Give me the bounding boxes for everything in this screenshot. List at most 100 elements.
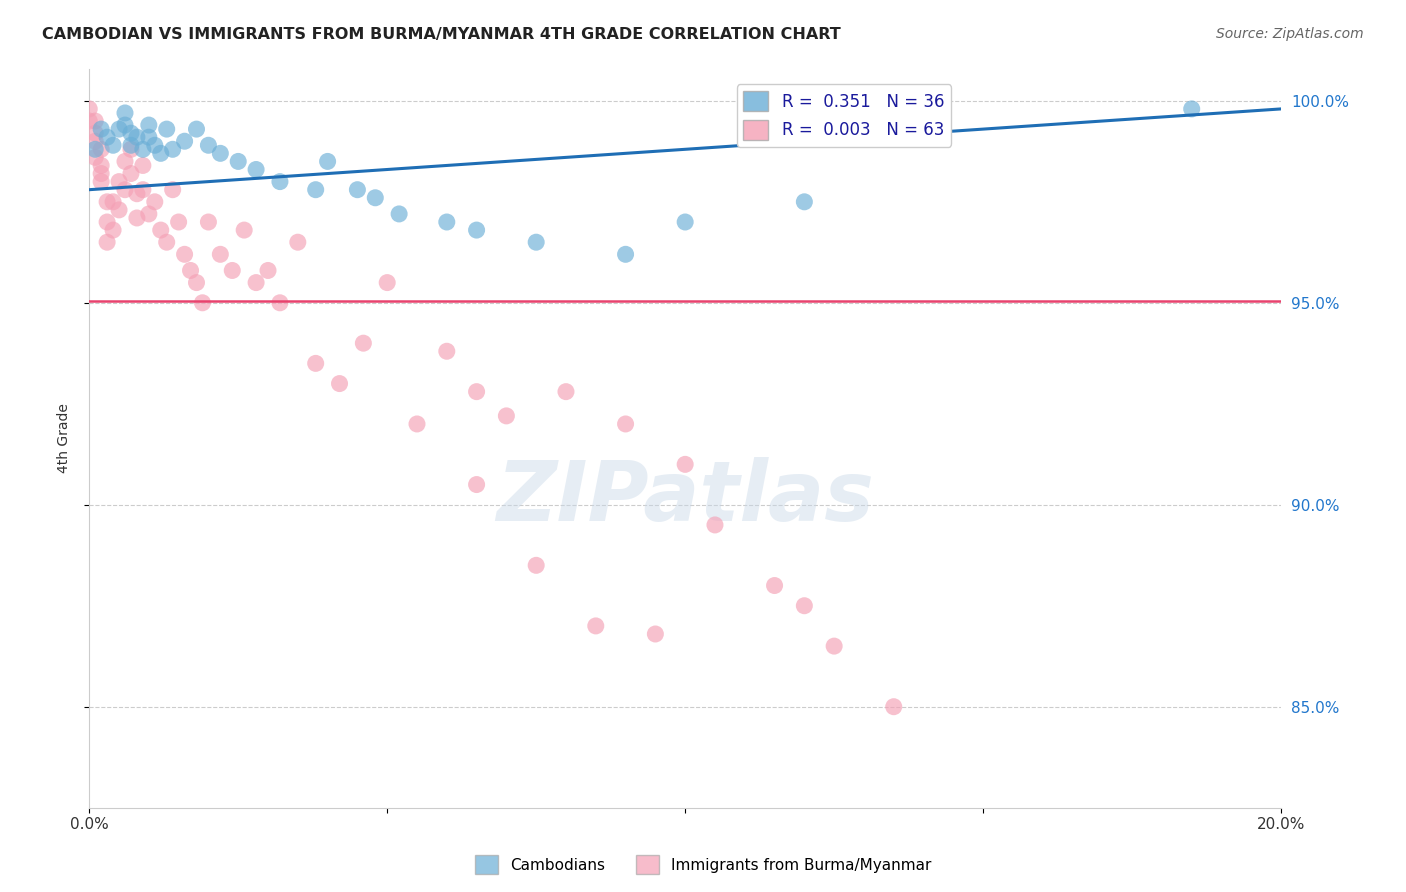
Point: [132, 142, 155, 156]
Point: [143, 194, 166, 209]
Point: [162, 142, 184, 156]
Text: CAMBODIAN VS IMMIGRANTS FROM BURMA/MYANMAR 4TH GRADE CORRELATION CHART: CAMBODIAN VS IMMIGRANTS FROM BURMA/MYANM…: [42, 27, 841, 42]
Point: [120, 138, 142, 153]
Point: [793, 194, 815, 209]
Legend: Cambodians, Immigrants from Burma/Myanmar: Cambodians, Immigrants from Burma/Myanma…: [468, 849, 938, 880]
Point: [316, 154, 339, 169]
Point: [352, 336, 374, 351]
Point: [233, 223, 256, 237]
Point: [125, 186, 148, 201]
Point: [149, 146, 172, 161]
Point: [90, 158, 112, 172]
Point: [346, 183, 368, 197]
Point: [287, 235, 309, 250]
Point: [84, 134, 107, 148]
Point: [101, 194, 124, 209]
Point: [84, 150, 107, 164]
Point: [1181, 102, 1204, 116]
Point: [125, 130, 148, 145]
Point: [180, 263, 202, 277]
Point: [77, 114, 100, 128]
Point: [120, 142, 142, 156]
Point: [84, 126, 107, 140]
Point: [328, 376, 350, 391]
Point: [465, 223, 488, 237]
Point: [167, 215, 190, 229]
Point: [132, 158, 155, 172]
Point: [101, 138, 124, 153]
Y-axis label: 4th Grade: 4th Grade: [58, 403, 72, 473]
Point: [197, 215, 219, 229]
Point: [84, 142, 107, 156]
Point: [156, 122, 179, 136]
Point: [436, 344, 458, 359]
Point: [763, 578, 786, 592]
Point: [108, 175, 131, 189]
Point: [585, 619, 607, 633]
Point: [90, 142, 112, 156]
Point: [245, 162, 267, 177]
Point: [149, 223, 172, 237]
Point: [823, 639, 845, 653]
Point: [108, 202, 131, 217]
Point: [191, 295, 214, 310]
Point: [375, 276, 398, 290]
Point: [84, 114, 107, 128]
Point: [465, 384, 488, 399]
Point: [138, 207, 160, 221]
Point: [96, 235, 118, 250]
Point: [90, 167, 112, 181]
Point: [704, 517, 727, 532]
Point: [436, 215, 458, 229]
Point: [465, 477, 488, 491]
Point: [132, 183, 155, 197]
Point: [114, 106, 136, 120]
Point: [138, 118, 160, 132]
Point: [114, 183, 136, 197]
Point: [90, 175, 112, 189]
Point: [388, 207, 411, 221]
Point: [101, 223, 124, 237]
Point: [226, 154, 249, 169]
Point: [143, 138, 166, 153]
Point: [245, 276, 267, 290]
Point: [90, 122, 112, 136]
Text: Source: ZipAtlas.com: Source: ZipAtlas.com: [1216, 27, 1364, 41]
Point: [125, 211, 148, 225]
Point: [114, 154, 136, 169]
Legend: R =  0.351   N = 36, R =  0.003   N = 63: R = 0.351 N = 36, R = 0.003 N = 63: [737, 84, 950, 146]
Point: [209, 247, 232, 261]
Point: [524, 558, 547, 573]
Point: [96, 130, 118, 145]
Point: [673, 215, 696, 229]
Point: [197, 138, 219, 153]
Point: [673, 458, 696, 472]
Point: [406, 417, 429, 431]
Point: [793, 599, 815, 613]
Point: [173, 134, 195, 148]
Point: [114, 118, 136, 132]
Point: [138, 130, 160, 145]
Point: [614, 247, 637, 261]
Point: [221, 263, 243, 277]
Point: [120, 167, 142, 181]
Point: [173, 247, 195, 261]
Point: [257, 263, 280, 277]
Point: [644, 627, 666, 641]
Point: [305, 183, 328, 197]
Point: [269, 295, 291, 310]
Point: [162, 183, 184, 197]
Point: [77, 102, 100, 116]
Point: [495, 409, 517, 423]
Point: [555, 384, 578, 399]
Point: [186, 276, 208, 290]
Point: [614, 417, 637, 431]
Point: [209, 146, 232, 161]
Point: [269, 175, 291, 189]
Point: [186, 122, 208, 136]
Point: [364, 191, 387, 205]
Point: [883, 699, 905, 714]
Text: ZIPatlas: ZIPatlas: [496, 457, 875, 538]
Point: [156, 235, 179, 250]
Point: [96, 194, 118, 209]
